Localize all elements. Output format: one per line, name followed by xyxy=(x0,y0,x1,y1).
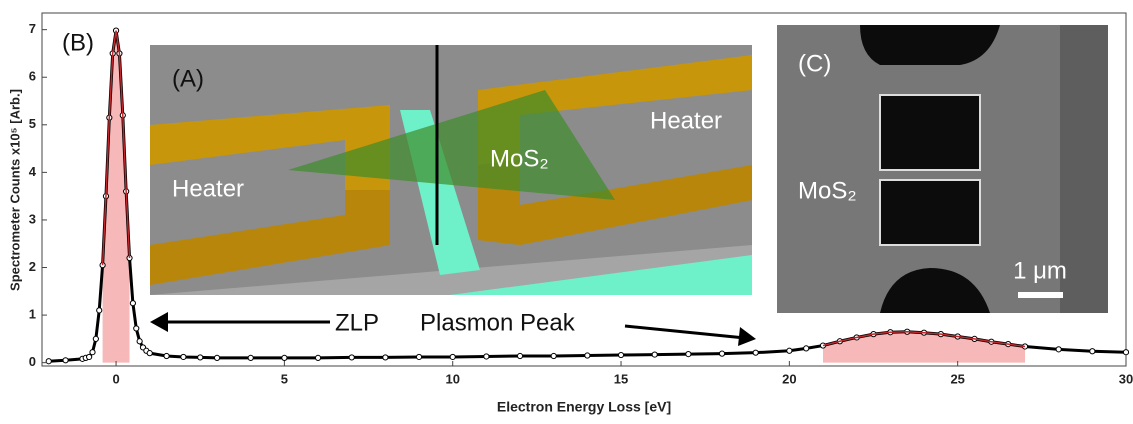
data-point xyxy=(137,339,142,344)
data-point xyxy=(181,354,186,359)
shaded-region xyxy=(823,332,1025,363)
data-point xyxy=(147,351,152,356)
x-tick-label: 5 xyxy=(281,371,288,386)
y-tick-label: 6 xyxy=(29,69,36,84)
inset-a: (A) Heater Heater MoS₂ xyxy=(150,45,752,295)
arrow xyxy=(625,326,745,338)
x-tick-label: 10 xyxy=(445,371,459,386)
data-point xyxy=(416,354,421,359)
data-point xyxy=(97,308,102,313)
panel-label: (A) xyxy=(172,65,204,92)
heater-label: Heater xyxy=(650,107,722,134)
data-point xyxy=(652,352,657,357)
inset-c: (C) MoS₂ 1 μm xyxy=(777,25,1108,313)
data-point xyxy=(585,353,590,358)
data-point xyxy=(1090,349,1095,354)
material-label: MoS₂ xyxy=(490,145,549,172)
data-point xyxy=(1123,350,1128,355)
data-point xyxy=(484,354,489,359)
material-label: MoS₂ xyxy=(798,177,857,204)
data-point xyxy=(349,355,354,360)
y-tick-label: 4 xyxy=(29,164,37,179)
y-tick-label: 7 xyxy=(29,21,36,36)
y-tick-label: 3 xyxy=(29,211,36,226)
arrow-head xyxy=(738,327,756,346)
panel-label: (B) xyxy=(62,29,94,56)
hole xyxy=(880,95,980,170)
hole xyxy=(940,139,956,155)
edge xyxy=(1060,25,1108,313)
arrow-head xyxy=(150,312,168,332)
data-point xyxy=(130,301,135,306)
data-point xyxy=(214,355,219,360)
data-point xyxy=(450,354,455,359)
data-point xyxy=(551,353,556,358)
data-point xyxy=(134,326,139,331)
x-tick-label: 0 xyxy=(112,371,119,386)
y-tick-label: 2 xyxy=(29,259,36,274)
x-tick-label: 15 xyxy=(614,371,628,386)
data-point xyxy=(87,354,92,359)
scale-label: 1 μm xyxy=(1013,257,1067,284)
scale-bar xyxy=(1018,292,1063,298)
data-point xyxy=(753,350,758,355)
data-point xyxy=(93,336,98,341)
data-point xyxy=(1056,347,1061,352)
x-tick-label: 20 xyxy=(782,371,796,386)
hole xyxy=(880,180,980,245)
data-point xyxy=(282,355,287,360)
y-axis-label: Spectrometer Counts x10⁵ [Arb.] xyxy=(7,89,22,291)
chart: (A) Heater Heater MoS₂ (C) MoS₂ 1 μm (B)… xyxy=(0,0,1133,419)
data-point xyxy=(90,350,95,355)
plasmon-label: Plasmon Peak xyxy=(420,309,576,336)
data-point xyxy=(164,353,169,358)
data-point xyxy=(517,353,522,358)
data-point xyxy=(686,352,691,357)
data-point xyxy=(63,358,68,363)
heater-label: Heater xyxy=(172,175,244,202)
data-point xyxy=(383,355,388,360)
x-tick-label: 25 xyxy=(950,371,964,386)
y-tick-label: 1 xyxy=(29,307,36,322)
x-axis-label: Electron Energy Loss [eV] xyxy=(497,399,671,415)
y-tick-label: 0 xyxy=(29,354,36,369)
data-point xyxy=(618,352,623,357)
data-point xyxy=(719,351,724,356)
data-point xyxy=(248,355,253,360)
data-point xyxy=(804,346,809,351)
y-tick-label: 5 xyxy=(29,116,36,131)
data-point xyxy=(315,355,320,360)
x-tick-label: 30 xyxy=(1119,371,1133,386)
zlp-label: ZLP xyxy=(335,309,379,336)
panel-label: (C) xyxy=(798,50,831,77)
data-point xyxy=(787,348,792,353)
data-point xyxy=(198,355,203,360)
